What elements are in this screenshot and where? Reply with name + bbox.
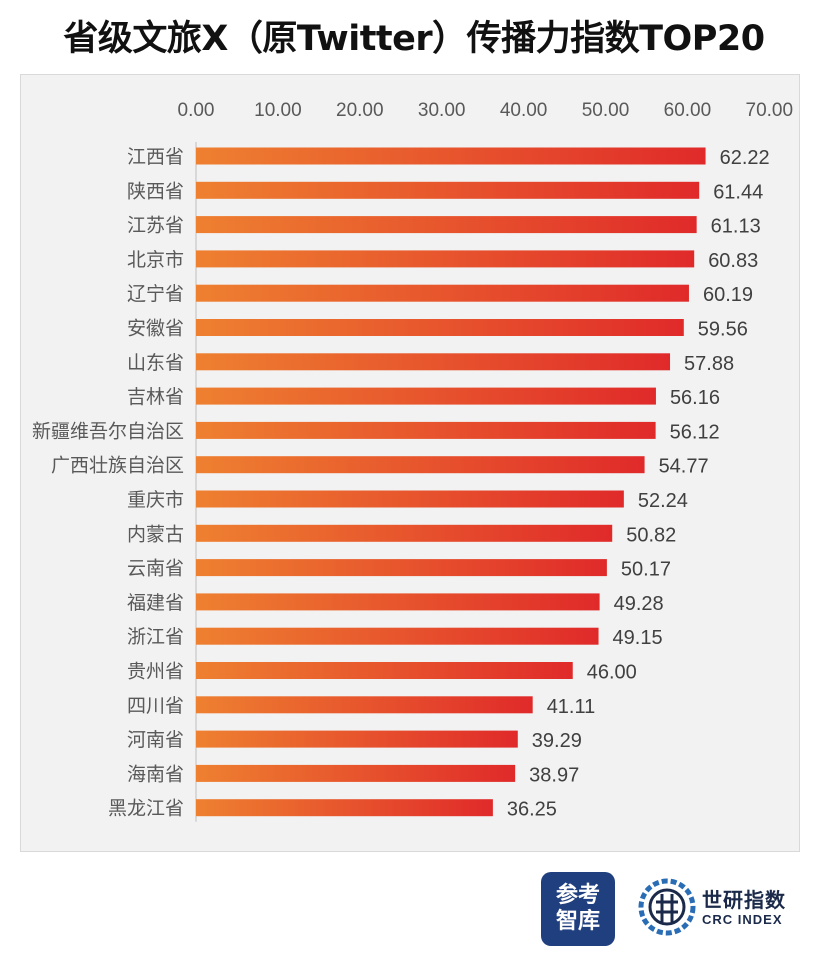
category-label: 浙江省 [127,626,184,648]
bar [196,353,671,371]
x-tick-label: 50.00 [582,100,630,121]
bar [196,284,689,302]
bar [196,147,706,165]
value-label: 52.24 [638,490,688,512]
category-label: 广西壮族自治区 [51,455,184,477]
crc-logo-english: CRC INDEX [702,912,783,927]
category-label: 重庆市 [127,489,184,511]
value-label: 39.29 [532,730,582,752]
category-label: 江苏省 [127,215,184,237]
bar [196,216,697,234]
bar [196,593,600,611]
bar [196,524,613,542]
x-tick-label: 30.00 [418,100,466,121]
bar [196,387,656,405]
category-label: 陕西省 [127,180,184,202]
globe-icon [638,878,696,936]
category-label: 吉林省 [127,386,184,408]
value-label: 56.16 [670,387,720,409]
value-label: 59.56 [698,319,748,341]
value-label: 41.11 [547,696,596,718]
bar [196,250,695,268]
value-label: 54.77 [659,456,709,478]
bar [196,559,607,577]
value-label: 60.83 [708,250,758,272]
value-label: 61.13 [711,216,761,238]
value-label: 50.82 [626,524,676,546]
chart-area: 0.00 10.00 20.00 30.00 40.00 50.00 60.00 70.00 … [20,74,800,852]
cankao-logo-line2: 智库 [555,909,600,934]
value-label: 62.22 [720,147,770,169]
x-tick-label: 60.00 [664,100,712,121]
bars: 江西省 62.22 陕西省 61.44 江苏省 61.13 北京市 60.83 辽宁省 60.19… [32,146,770,821]
category-label: 安徽省 [127,318,184,340]
value-label: 36.25 [507,799,557,821]
x-tick-label: 70.00 [746,100,794,121]
bar [196,696,533,714]
bar [196,421,656,439]
value-label: 49.15 [613,627,663,649]
value-label: 57.88 [684,353,734,375]
x-tick-label: 20.00 [336,100,384,121]
value-label: 60.19 [703,284,753,306]
value-label: 46.00 [587,662,637,684]
bar [196,764,516,782]
crc-logo-chinese: 世研指数 [702,888,786,912]
category-label: 四川省 [127,695,184,717]
x-tick-label: 40.00 [500,100,548,121]
value-label: 50.17 [621,559,671,581]
category-label: 海南省 [127,763,184,785]
category-label: 黑龙江省 [108,798,184,820]
category-label: 辽宁省 [127,283,184,305]
x-tick-label: 0.00 [178,100,215,121]
category-label: 新疆维吾尔自治区 [32,420,184,442]
x-axis-ticks: 0.00 10.00 20.00 30.00 40.00 50.00 60.00 70.00 [178,100,794,121]
value-label: 38.97 [529,764,579,786]
bar [196,490,624,508]
bar [196,319,684,336]
bar [196,662,573,679]
crc-index-logo: 世研指数 CRC INDEX [638,878,808,940]
category-label: 贵州省 [127,661,184,683]
category-label: 云南省 [127,558,184,580]
value-label: 61.44 [713,181,763,203]
bar [196,456,645,474]
cankao-zhiku-logo: 参考 智库 [541,872,615,946]
category-label: 河南省 [127,729,184,751]
category-label: 内蒙古 [127,523,184,545]
category-label: 福建省 [127,592,184,614]
x-tick-label: 10.00 [254,100,302,121]
bar [196,627,599,645]
category-label: 北京市 [127,249,184,271]
bar [196,799,493,817]
category-label: 山东省 [127,352,184,374]
bar-chart: 0.00 10.00 20.00 30.00 40.00 50.00 60.00 70.00 … [32,100,794,822]
value-label: 49.28 [614,593,664,615]
category-label: 江西省 [127,146,184,168]
chart-title: 省级文旅X（原Twitter）传播力指数TOP20 [63,19,765,59]
bar [196,730,518,748]
bar [196,181,700,199]
cankao-logo-line1: 参考 [555,883,600,908]
value-label: 56.12 [670,421,720,443]
